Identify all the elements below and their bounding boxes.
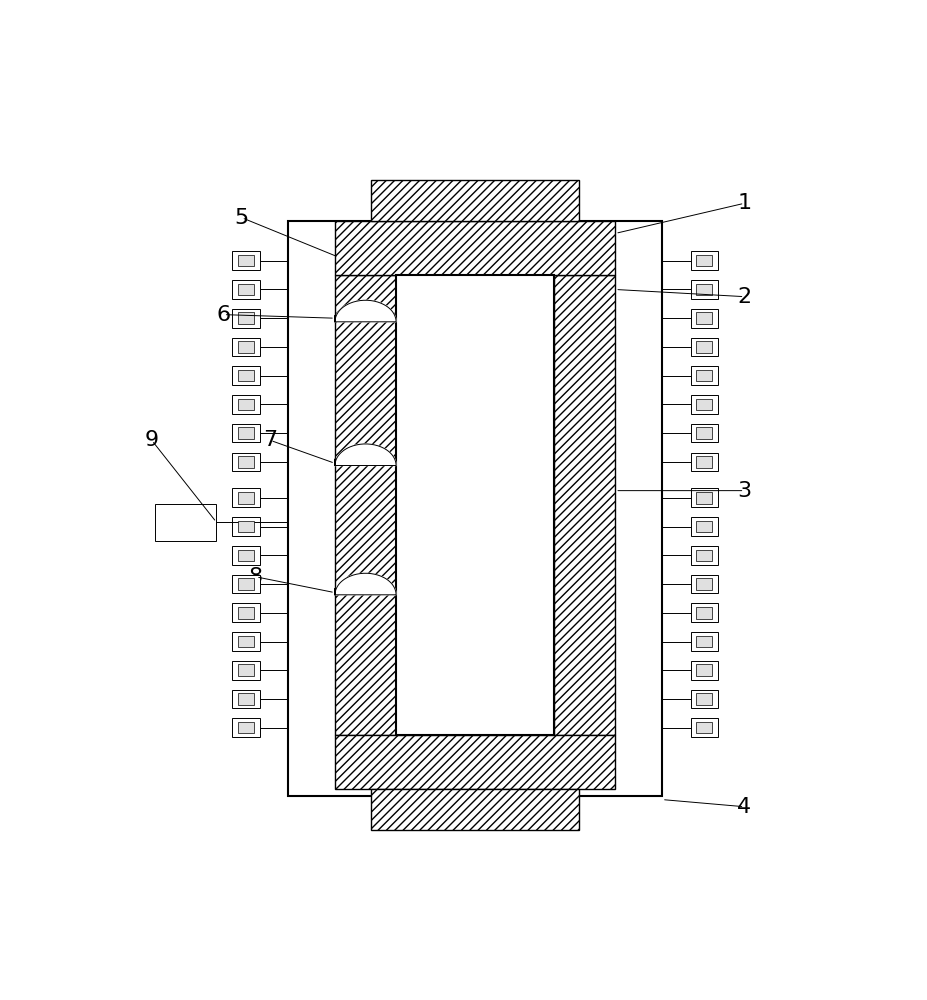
Bar [233,251,260,270]
Bar [233,517,260,536]
Bar [233,488,260,507]
Text: 1: 1 [738,193,752,213]
Bar [156,504,217,541]
Bar [696,722,712,733]
Bar [238,693,254,705]
Bar [233,661,260,680]
Bar [696,341,712,353]
Bar [696,255,712,266]
Bar [696,284,712,295]
Bar [238,521,254,532]
Bar [238,284,254,295]
Bar [691,575,717,593]
Bar [696,664,712,676]
Bar [233,338,260,356]
Bar [233,280,260,299]
Bar [233,424,260,442]
Bar [691,338,717,356]
Bar [233,309,260,328]
Bar [238,456,254,468]
Polygon shape [335,444,396,465]
Bar [691,632,717,651]
Bar [696,427,712,439]
Bar [696,312,712,324]
Bar [691,488,717,507]
Polygon shape [335,300,396,322]
Bar [238,607,254,619]
Bar [371,180,579,221]
Bar [238,636,254,647]
Bar [335,221,616,275]
Bar [233,395,260,414]
Bar [691,453,717,471]
Bar [691,661,717,680]
Bar [233,366,260,385]
Bar [691,690,717,708]
Bar [696,399,712,410]
Bar [696,456,712,468]
Bar [238,255,254,266]
Bar [238,722,254,733]
Bar [233,718,260,737]
Text: 7: 7 [263,430,277,450]
Bar [238,550,254,561]
Bar [691,366,717,385]
Bar [696,578,712,590]
Bar [691,603,717,622]
Bar [238,341,254,353]
Bar [238,664,254,676]
Bar [696,550,712,561]
Bar [238,370,254,381]
Bar [233,632,260,651]
Bar [554,275,616,735]
Bar [691,424,717,442]
Bar [371,789,579,830]
Bar [288,221,662,796]
Bar [396,275,554,735]
Bar [691,280,717,299]
Bar [233,690,260,708]
Bar [691,718,717,737]
Text: 8: 8 [249,567,263,587]
Bar [233,575,260,593]
Text: 4: 4 [738,797,752,817]
Text: 5: 5 [235,208,248,228]
Bar [238,312,254,324]
Bar [696,636,712,647]
Bar [696,607,712,619]
Bar [335,735,616,789]
Polygon shape [335,573,396,595]
Bar [691,251,717,270]
Bar [233,603,260,622]
Bar [691,517,717,536]
Bar [691,395,717,414]
Bar [691,546,717,565]
Bar [335,275,396,735]
Bar [238,578,254,590]
Bar [238,399,254,410]
Text: 2: 2 [738,287,752,307]
Text: 6: 6 [217,305,231,325]
Bar [696,370,712,381]
Bar [696,492,712,504]
Bar [233,546,260,565]
Bar [696,521,712,532]
Bar [691,309,717,328]
Text: 3: 3 [738,481,752,501]
Bar [238,492,254,504]
Bar [238,427,254,439]
Bar [233,453,260,471]
Text: 9: 9 [145,430,159,450]
Bar [696,693,712,705]
